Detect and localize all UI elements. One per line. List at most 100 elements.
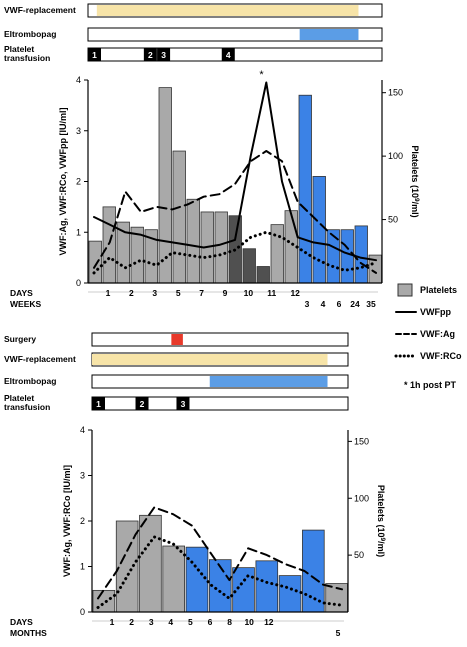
transfusion-marker [135, 397, 149, 410]
second-row-tick-label: 6 [337, 299, 342, 309]
timeline-track [87, 47, 383, 62]
platelet-bar [340, 229, 354, 284]
series-line-vwfag [97, 506, 343, 600]
day-tick-label: 12 [290, 288, 300, 298]
platelet-bar [172, 150, 186, 284]
day-tick-label: 9 [223, 288, 228, 298]
timeline-label: Surgery [4, 334, 36, 344]
right-axis-title-tail: /ml) [376, 541, 386, 557]
day-tick-label: 11 [267, 288, 276, 298]
legend-label: VWF:RCo [420, 351, 462, 361]
transfusion-marker [143, 48, 157, 61]
day-tick-label: 4 [168, 617, 173, 627]
second-row-tick-label: 5 [336, 628, 341, 638]
series-line-vwfpp [93, 81, 377, 262]
timeline-segment [209, 376, 328, 387]
platelet-bar [232, 567, 255, 613]
platelet-bar [256, 266, 270, 284]
x-row-second-label: MONTHS [10, 628, 47, 638]
left-tick-label: 3 [80, 471, 85, 481]
transfusion-marker-label: 3 [181, 399, 186, 409]
transfusion-marker-label: 2 [140, 399, 145, 409]
x-row-second-label: WEEKS [10, 299, 42, 309]
platelet-bar [88, 240, 102, 284]
left-tick-label: 2 [80, 516, 85, 526]
bottom-timeline-row: Eltrombopag [4, 374, 349, 389]
series-line-vwfrco [92, 230, 378, 275]
platelet-bar [255, 560, 279, 613]
day-tick-label: 10 [244, 288, 254, 298]
transfusion-marker-label: 2 [148, 50, 153, 60]
platelet-bar [312, 176, 326, 284]
transfusion-marker [157, 48, 171, 61]
day-tick-label: 8 [227, 617, 232, 627]
left-axis-title: VWF:Ag, VWF:RCo [IU/ml] [62, 465, 72, 577]
day-tick-label: 12 [264, 617, 274, 627]
transfusion-marker-label: 1 [96, 399, 101, 409]
platelet-bar [185, 546, 209, 613]
transfusion-marker [88, 48, 101, 61]
annotation-star: * [259, 69, 264, 81]
right-axis-title-sup: 9 [379, 537, 386, 541]
right-axis-title-sup: 9 [413, 198, 420, 202]
timeline-segment [96, 5, 359, 16]
platelet-bar [278, 575, 302, 613]
series-line-vwfrco [96, 535, 344, 609]
legend: Platelets VWFpp VWF:Ag VWF:RCo * 1h post PT [394, 283, 462, 390]
platelet-bar [102, 206, 116, 284]
legend-label: VWF:Ag [420, 329, 455, 339]
timeline-label: VWF-replacement [4, 5, 76, 15]
top-timeline-row: VWF-replacement [4, 3, 383, 18]
platelet-bar [186, 198, 200, 284]
right-axis-title-main: Platelets (10 [410, 145, 420, 198]
day-tick-label: 6 [208, 617, 213, 627]
day-tick-label: 3 [149, 617, 154, 627]
right-tick-label: 150 [388, 88, 403, 98]
day-tick-label: 3 [152, 288, 157, 298]
top-timeline-row: Eltrombopag [4, 27, 383, 42]
platelet-bar [139, 514, 162, 613]
platelet-bar [270, 224, 284, 284]
transfusion-marker-label: 1 [92, 50, 97, 60]
platelet-bar [354, 225, 368, 284]
second-row-tick-label: 35 [366, 299, 376, 309]
timeline-label: transfusion [4, 402, 50, 412]
timeline-label: transfusion [4, 53, 50, 63]
right-axis-title: Platelets (109/ml) [410, 145, 420, 217]
legend-swatch [397, 283, 413, 297]
timeline-label: VWF-replacement [4, 354, 76, 364]
transfusion-marker [176, 397, 190, 410]
right-tick-label: 50 [354, 550, 364, 560]
right-axis-title: Platelets (109/ml) [376, 485, 386, 557]
transfusion-marker [221, 48, 235, 61]
left-tick-label: 1 [76, 227, 81, 237]
right-axis-title-main: Platelets (10 [376, 485, 386, 538]
day-tick-label: 2 [129, 617, 134, 627]
left-tick-label: 3 [76, 126, 81, 136]
timeline-label: Eltrombopag [4, 29, 56, 39]
timeline-segment [299, 29, 359, 40]
right-tick-label: 150 [354, 436, 369, 446]
platelet-bar [162, 545, 185, 613]
transfusion-marker [92, 397, 105, 410]
left-tick-label: 2 [76, 177, 81, 187]
legend-label: Platelets [420, 285, 457, 295]
right-tick-label: 100 [354, 493, 369, 503]
second-row-tick-label: 24 [350, 299, 360, 309]
platelet-bar [214, 211, 228, 284]
day-tick-label: 10 [244, 617, 254, 627]
timeline-track [91, 332, 349, 347]
bottom-timeline-row: VWF-replacement [4, 352, 349, 367]
platelet-bar [326, 229, 340, 284]
x-row-days-label: DAYS [10, 288, 33, 298]
day-tick-label: 5 [176, 288, 181, 298]
left-axis-title: VWF:Ag, VWF:RCo, VWFpp [IU/ml] [58, 108, 68, 256]
day-tick-label: 1 [110, 617, 115, 627]
day-tick-label: 2 [129, 288, 134, 298]
right-axis-title-tail: /ml) [410, 202, 420, 218]
second-row-tick-label: 4 [321, 299, 326, 309]
